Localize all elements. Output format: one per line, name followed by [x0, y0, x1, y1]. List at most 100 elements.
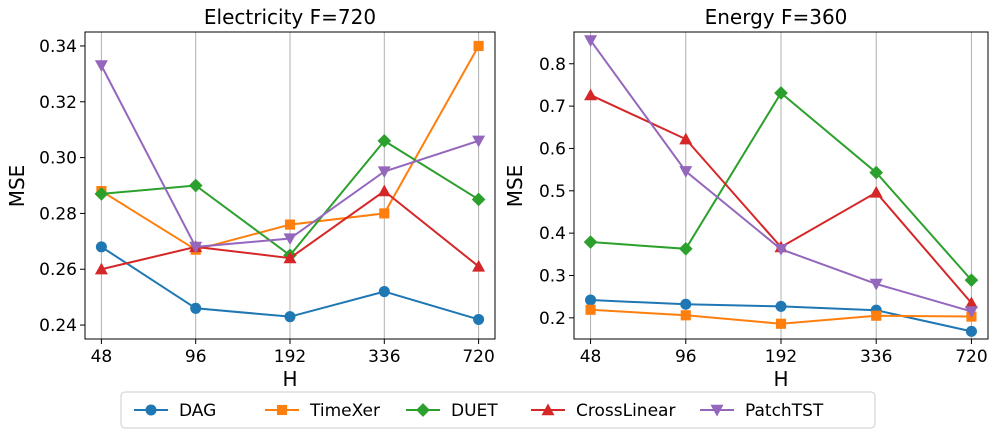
data-point	[473, 40, 484, 52]
y-tick-label: 0.3	[539, 266, 566, 286]
x-tick-label: 96	[185, 347, 207, 367]
plot-frame	[573, 31, 989, 340]
grid-layer	[590, 32, 972, 339]
x-tick-label: 192	[765, 347, 797, 367]
data-point	[964, 306, 978, 318]
data-point	[94, 60, 108, 72]
data-point	[472, 135, 486, 148]
x-tick-label: 96	[675, 347, 697, 367]
legend-box	[120, 391, 876, 429]
legend-label: CrossLinear	[576, 401, 675, 421]
data-point	[377, 134, 392, 148]
plot-frame	[84, 31, 496, 340]
data-point	[283, 251, 297, 264]
data-point	[95, 241, 107, 253]
data-point	[283, 233, 297, 246]
data-point	[584, 35, 598, 47]
panel-energy: Energy F=360 48 96 192 336 720 0.20.30.40.50…	[503, 5, 989, 391]
data-point	[679, 132, 693, 145]
y-axis-label: MSE	[503, 165, 527, 208]
data-point	[964, 273, 979, 287]
series-crosslinear	[94, 184, 486, 275]
data-point	[869, 185, 883, 198]
y-tick-label: 0.8	[539, 55, 566, 75]
data-point	[680, 310, 691, 321]
legend-label: PatchTST	[745, 401, 824, 421]
y-tick-label: 0.30	[39, 149, 77, 169]
y-tick-label: 0.2	[539, 309, 566, 329]
y-tick-label: 0.6	[539, 139, 566, 159]
data-point	[378, 286, 390, 298]
panel-electricity: Electricity F=720 48 96 192 336 720 0.24 0.26…	[5, 5, 496, 391]
data-point	[94, 187, 109, 201]
x-tick-label: 720	[955, 347, 987, 367]
x-tick-layer: 48 96 192 336 720	[580, 339, 988, 367]
x-tick-label: 48	[580, 347, 602, 367]
y-axis-label: MSE	[5, 165, 29, 208]
series-dag	[95, 241, 485, 325]
data-point	[190, 302, 202, 314]
legend: DAG TimeXer DUET CrossLinear PatchTST	[120, 391, 876, 429]
data-point	[869, 165, 884, 180]
data-point	[583, 235, 598, 249]
x-tick-label: 720	[462, 347, 494, 367]
x-tick-layer: 48 96 192 336 720	[91, 339, 495, 367]
data-point	[678, 241, 693, 256]
y-tick-label: 0.7	[539, 97, 566, 117]
legend-label: TimeXer	[309, 401, 380, 421]
legend-marker	[145, 404, 157, 416]
legend-item-patchtst: PatchTST	[700, 401, 824, 421]
x-tick-label: 48	[91, 347, 113, 367]
data-point	[679, 166, 693, 178]
legend-item-crosslinear: CrossLinear	[531, 401, 675, 421]
data-point	[473, 313, 485, 325]
legend-items: DAG TimeXer DUET CrossLinear PatchTST	[134, 401, 824, 421]
series-duet	[583, 86, 979, 287]
x-axis-label: H	[282, 367, 297, 391]
series-patchtst	[94, 60, 486, 254]
data-point	[774, 244, 788, 256]
legend-label: DUET	[451, 401, 498, 421]
series-layer	[94, 40, 486, 325]
data-point	[585, 304, 596, 315]
series-patchtst	[584, 35, 978, 318]
data-point	[189, 241, 203, 254]
data-point	[188, 178, 203, 193]
x-axis-label: H	[773, 367, 788, 391]
data-point	[775, 318, 787, 329]
data-point	[775, 300, 787, 312]
data-point	[377, 166, 391, 179]
legend-marker	[710, 404, 724, 417]
legend-marker	[276, 404, 288, 416]
data-point	[680, 298, 692, 310]
legend-marker	[541, 403, 555, 416]
data-point	[94, 262, 108, 275]
y-tick-label: 0.5	[539, 182, 566, 202]
x-tick-label: 336	[860, 347, 892, 367]
series-dag	[585, 294, 977, 337]
y-tick-label: 0.24	[39, 316, 77, 336]
y-tick-label: 0.34	[39, 37, 77, 57]
legend-label: DAG	[179, 401, 216, 421]
data-point	[284, 219, 296, 230]
legend-item-timexer: TimeXer	[265, 401, 380, 421]
y-tick-layer: 0.24 0.26 0.28 0.30 0.32 0.34	[39, 37, 85, 336]
plot-title: Energy F=360	[705, 5, 848, 29]
legend-marker	[416, 403, 430, 417]
data-point	[965, 325, 977, 337]
data-point	[871, 310, 882, 321]
data-point	[585, 294, 597, 306]
data-point	[584, 88, 598, 101]
data-point	[471, 192, 486, 207]
data-point	[869, 278, 883, 291]
y-tick-label: 0.4	[539, 224, 566, 244]
y-tick-layer: 0.2 0.3 0.4 0.5 0.6 0.7 0.8	[539, 55, 574, 329]
data-point	[377, 184, 391, 197]
data-point	[472, 259, 486, 272]
series-layer	[583, 35, 979, 337]
legend-item-dag: DAG	[134, 401, 216, 421]
data-point	[379, 208, 390, 219]
y-tick-label: 0.32	[39, 93, 77, 113]
plot-title: Electricity F=720	[204, 5, 376, 29]
